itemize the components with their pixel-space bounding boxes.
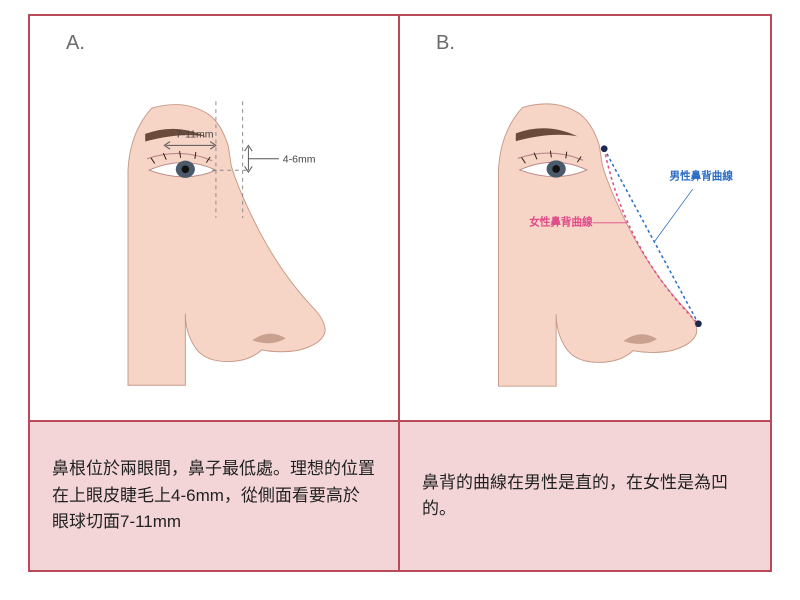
measure-vertical-text: 4-6mm <box>283 154 316 166</box>
female-label: 女性鼻背曲線 <box>529 216 593 229</box>
face-profile <box>128 105 325 386</box>
caption-a-text: 鼻根位於兩眼間，鼻子最低處。理想的位置在上眼皮睫毛上4-6mm，從側面看要高於眼… <box>52 456 376 535</box>
eye-pupil <box>552 165 560 173</box>
male-label-leader <box>654 189 692 242</box>
panel-a: A. <box>30 16 400 420</box>
measure-horizontal-text: 7-11mm <box>176 129 214 141</box>
face-profile <box>499 104 697 386</box>
panel-a-label: A. <box>66 32 85 55</box>
diagram-a: 7-11mm 4-6mm <box>42 26 386 410</box>
measure-vertical <box>245 145 279 172</box>
male-label: 男性鼻背曲線 <box>670 170 734 183</box>
caption-b-text: 鼻背的曲線在男性是直的，在女性是為凹的。 <box>422 470 748 523</box>
comparison-table: A. <box>28 14 772 572</box>
caption-b: 鼻背的曲線在男性是直的，在女性是為凹的。 <box>400 420 770 570</box>
panel-b: B. 男性鼻背曲線 <box>400 16 770 420</box>
diagram-b: 男性鼻背曲線 女性鼻背曲線 <box>412 26 758 410</box>
caption-a: 鼻根位於兩眼間，鼻子最低處。理想的位置在上眼皮睫毛上4-6mm，從側面看要高於眼… <box>30 420 400 570</box>
panel-b-label: B. <box>436 32 455 55</box>
eye-pupil <box>182 165 190 173</box>
endpoint-top <box>601 145 608 152</box>
endpoint-bottom <box>695 320 702 327</box>
